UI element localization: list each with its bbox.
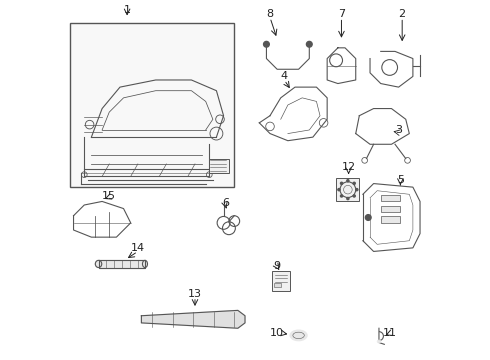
Circle shape: [264, 41, 270, 47]
Ellipse shape: [143, 260, 147, 267]
Text: 3: 3: [395, 125, 402, 135]
Circle shape: [341, 195, 343, 197]
Ellipse shape: [290, 330, 307, 341]
Polygon shape: [142, 310, 245, 328]
Bar: [273, 283, 281, 287]
Text: 2: 2: [399, 9, 406, 19]
Bar: [381, 206, 400, 212]
Circle shape: [356, 189, 358, 191]
Text: 4: 4: [281, 71, 288, 81]
Ellipse shape: [377, 340, 381, 343]
Circle shape: [347, 180, 349, 182]
Bar: [336, 178, 359, 202]
Bar: [381, 216, 400, 223]
Text: 9: 9: [273, 261, 281, 271]
Text: 1: 1: [123, 5, 131, 15]
Text: 12: 12: [342, 162, 356, 172]
Text: 6: 6: [222, 198, 229, 208]
Text: 15: 15: [102, 191, 116, 201]
Circle shape: [353, 195, 355, 197]
Circle shape: [341, 182, 343, 184]
Circle shape: [366, 215, 371, 220]
Text: 11: 11: [383, 328, 397, 338]
Ellipse shape: [96, 260, 102, 267]
Text: 10: 10: [270, 328, 284, 338]
Circle shape: [347, 198, 349, 200]
Text: 14: 14: [131, 243, 145, 253]
Bar: [70, 23, 234, 187]
Text: 8: 8: [267, 9, 273, 19]
Text: 5: 5: [397, 175, 404, 185]
Circle shape: [338, 189, 340, 191]
Bar: [272, 271, 290, 291]
Circle shape: [306, 41, 312, 47]
Polygon shape: [98, 260, 145, 267]
Circle shape: [353, 182, 355, 184]
Text: 7: 7: [338, 9, 345, 19]
Bar: [381, 195, 400, 202]
Bar: [209, 158, 229, 173]
Text: 13: 13: [188, 289, 202, 299]
